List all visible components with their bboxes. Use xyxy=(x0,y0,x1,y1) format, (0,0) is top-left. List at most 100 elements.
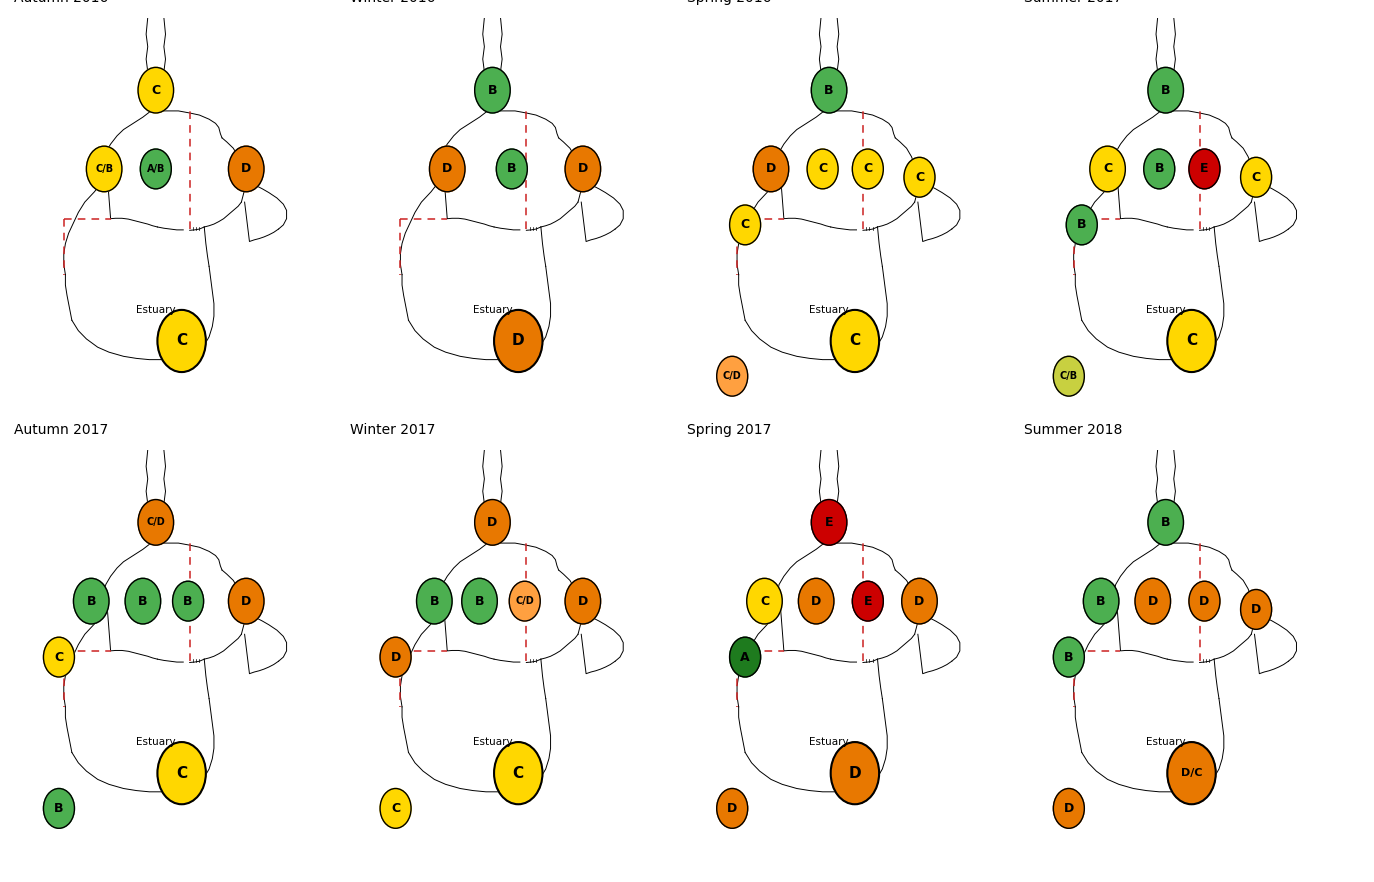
Text: Autumn 2016: Autumn 2016 xyxy=(14,0,109,5)
Text: B: B xyxy=(475,594,484,608)
Circle shape xyxy=(496,149,528,189)
Circle shape xyxy=(730,637,761,677)
Text: B: B xyxy=(1077,219,1087,231)
Circle shape xyxy=(904,157,934,198)
Circle shape xyxy=(807,149,838,189)
Text: B: B xyxy=(1161,84,1171,97)
Text: Spring 2016: Spring 2016 xyxy=(687,0,771,5)
Text: C: C xyxy=(55,651,63,663)
Circle shape xyxy=(1189,581,1220,621)
Text: C: C xyxy=(1252,171,1261,183)
Text: B: B xyxy=(1161,516,1171,529)
Circle shape xyxy=(474,499,510,545)
Text: Winter 2017: Winter 2017 xyxy=(350,423,436,437)
Text: Winter 2016: Winter 2016 xyxy=(350,0,436,5)
Circle shape xyxy=(1054,637,1084,677)
Circle shape xyxy=(1083,579,1118,624)
Circle shape xyxy=(1054,356,1084,396)
Text: Summer 2018: Summer 2018 xyxy=(1024,423,1123,437)
Circle shape xyxy=(753,146,789,191)
Circle shape xyxy=(811,499,846,545)
Text: D/C: D/C xyxy=(1180,768,1202,778)
Text: D: D xyxy=(1063,802,1074,815)
Text: D: D xyxy=(1250,603,1261,616)
Text: B: B xyxy=(139,594,147,608)
Text: D: D xyxy=(849,766,861,781)
Circle shape xyxy=(730,205,761,245)
Text: C/B: C/B xyxy=(95,164,113,174)
Text: C: C xyxy=(513,766,523,781)
Text: Estuary: Estuary xyxy=(809,305,849,315)
Text: C: C xyxy=(176,766,187,781)
Text: C: C xyxy=(392,802,400,815)
Circle shape xyxy=(495,310,543,372)
Text: D: D xyxy=(765,162,776,176)
Text: B: B xyxy=(1154,162,1164,176)
Text: C/D: C/D xyxy=(515,596,534,606)
Circle shape xyxy=(87,146,122,191)
Circle shape xyxy=(1143,149,1175,189)
Text: B: B xyxy=(430,594,440,608)
Text: D: D xyxy=(513,333,525,348)
Text: C: C xyxy=(151,84,161,97)
Circle shape xyxy=(158,742,206,804)
Circle shape xyxy=(140,149,172,189)
Circle shape xyxy=(137,67,173,113)
Text: C: C xyxy=(849,333,860,348)
Text: C: C xyxy=(741,219,750,231)
Circle shape xyxy=(1135,579,1171,624)
Circle shape xyxy=(565,579,600,624)
Text: B: B xyxy=(1096,594,1106,608)
Circle shape xyxy=(1241,157,1271,198)
Circle shape xyxy=(158,310,206,372)
Circle shape xyxy=(852,149,883,189)
Text: C/B: C/B xyxy=(1059,371,1077,381)
Circle shape xyxy=(44,637,74,677)
Text: D: D xyxy=(1200,594,1209,608)
Circle shape xyxy=(1189,149,1220,189)
Text: C: C xyxy=(863,162,872,176)
Circle shape xyxy=(228,146,264,191)
Circle shape xyxy=(416,579,452,624)
Circle shape xyxy=(901,579,937,624)
Text: B: B xyxy=(824,84,834,97)
Text: Estuary: Estuary xyxy=(473,737,513,747)
Text: B: B xyxy=(488,84,497,97)
Text: D: D xyxy=(488,516,497,529)
Text: E: E xyxy=(824,516,833,529)
Circle shape xyxy=(1054,789,1084,828)
Circle shape xyxy=(495,742,543,804)
Text: D: D xyxy=(577,162,588,176)
Text: Estuary: Estuary xyxy=(809,737,849,747)
Circle shape xyxy=(462,579,497,624)
Circle shape xyxy=(798,579,834,624)
Circle shape xyxy=(1241,589,1271,630)
Circle shape xyxy=(228,579,264,624)
Text: D: D xyxy=(811,594,822,608)
Circle shape xyxy=(831,742,879,804)
Circle shape xyxy=(1147,499,1183,545)
Text: Estuary: Estuary xyxy=(136,305,176,315)
Text: D: D xyxy=(727,802,738,815)
Text: C/D: C/D xyxy=(147,518,165,527)
Text: B: B xyxy=(507,162,517,176)
Circle shape xyxy=(1090,146,1125,191)
Text: C/D: C/D xyxy=(723,371,742,381)
Text: Spring 2017: Spring 2017 xyxy=(687,423,771,437)
Circle shape xyxy=(173,581,203,621)
Text: Estuary: Estuary xyxy=(136,737,176,747)
Circle shape xyxy=(137,499,173,545)
Circle shape xyxy=(381,789,411,828)
Circle shape xyxy=(430,146,464,191)
Circle shape xyxy=(474,67,510,113)
Circle shape xyxy=(811,67,846,113)
Text: C: C xyxy=(760,594,769,608)
Text: Estuary: Estuary xyxy=(1146,305,1186,315)
Circle shape xyxy=(717,789,747,828)
Text: B: B xyxy=(1063,651,1073,663)
Text: C: C xyxy=(1103,162,1112,176)
Text: Estuary: Estuary xyxy=(1146,737,1186,747)
Text: Autumn 2017: Autumn 2017 xyxy=(14,423,109,437)
Circle shape xyxy=(1147,67,1183,113)
Text: C: C xyxy=(915,171,925,183)
